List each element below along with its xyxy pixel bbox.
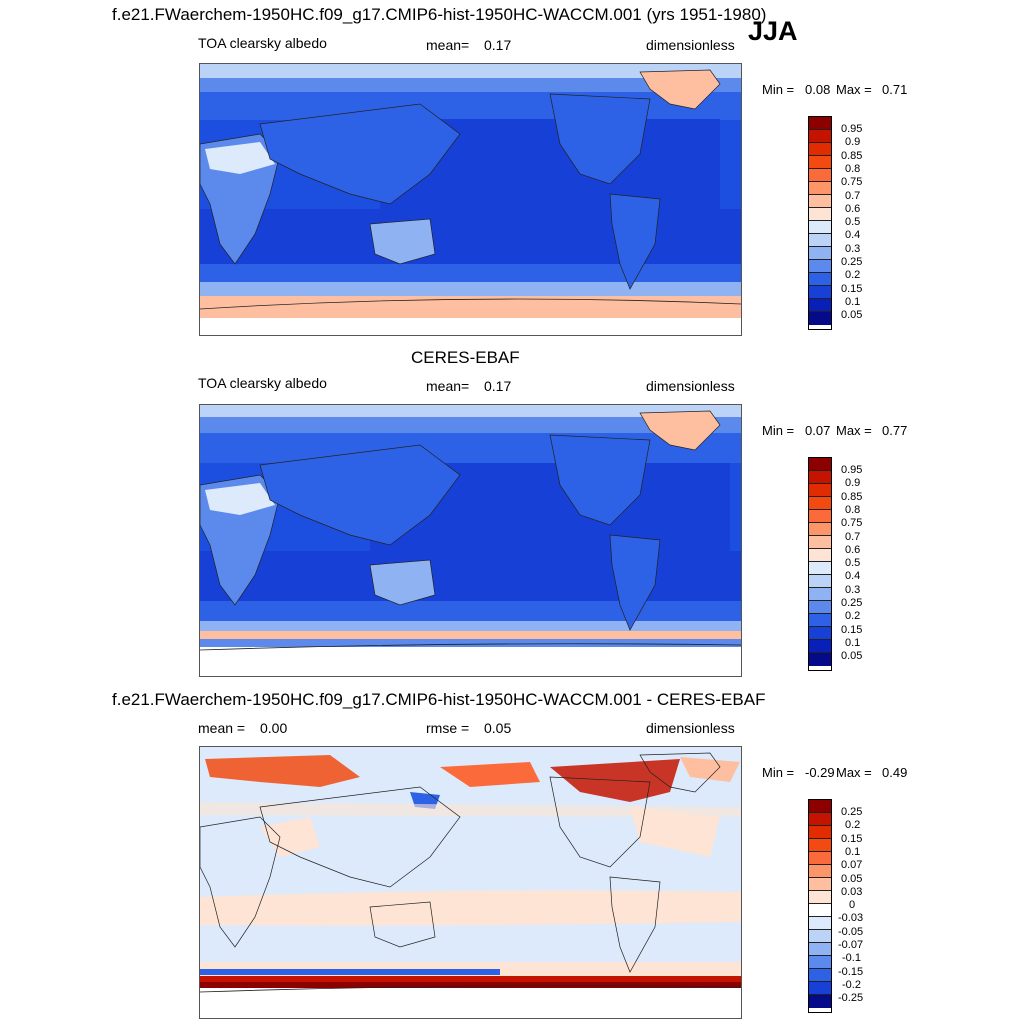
panel2-mean-value: 0.17 [484,378,512,394]
panel1-cbar-label: 0.5 [845,216,861,228]
panel2-cbar-label: 0.05 [841,650,863,662]
panel1-cbar-label: 0.1 [845,296,861,308]
panel1-cbar-label: 0.75 [841,176,863,188]
panel2-cbar-label: 0.25 [841,597,863,609]
panel3-cbar-label: -0.05 [838,926,864,938]
panel1-cbar-label: 0.05 [841,309,863,321]
panel3-cbar-label: -0.15 [838,966,864,978]
panel3-cbar-label: -0.1 [842,952,861,964]
panel3-map [199,746,742,1019]
panel2-mean-label: mean= [426,378,470,394]
panel2-max-value: 0.77 [882,423,908,438]
panel2-max-label: Max = [836,423,872,438]
panel1-cbar-label: 0.7 [845,190,861,202]
panel3-cbar-label: 0.15 [841,833,863,845]
panel2-cbar-label: 0.5 [845,557,861,569]
panel2-cbar-label: 0.3 [845,584,861,596]
panel2-cbar-label: 0.1 [845,637,861,649]
panel2-cbar-label: 0.4 [845,570,861,582]
panel2-title: CERES-EBAF [411,348,520,367]
season-label: JJA [748,16,798,46]
panel3-cbar-label: -0.07 [838,939,864,951]
panel2-variable: TOA clearsky albedo [198,375,327,391]
panel2-min-value: 0.07 [805,423,831,438]
panel1-mean-value: 0.17 [484,37,512,53]
panel1-mean-label: mean= [426,37,470,53]
panel3-min-label: Min = [762,765,795,780]
panel3-mean-label: mean = [198,720,246,736]
panel2-cbar-label: 0.95 [841,464,863,476]
panel1-cbar-label: 0.15 [841,283,863,295]
panel1-colorbar [808,116,832,330]
panel2-units: dimensionless [646,378,735,394]
panel1-variable: TOA clearsky albedo [198,35,327,51]
panel3-max-label: Max = [836,765,872,780]
panel3-colorbar [808,799,832,1013]
panel3-min-value: -0.29 [805,765,835,780]
panel2-cbar-label: 0.15 [841,624,863,636]
panel3-rmse-value: 0.05 [484,720,512,736]
panel2-cbar-label: 0.2 [845,610,861,622]
panel1-cbar-label: 0.8 [845,163,861,175]
panel1-min-label: Min = [762,82,795,97]
case-title: f.e21.FWaerchem-1950HC.f09_g17.CMIP6-his… [112,5,767,24]
panel2-cbar-label: 0.7 [845,531,861,543]
panel3-mean-value: 0.00 [260,720,288,736]
panel1-cbar-label: 0.2 [845,269,861,281]
panel3-units: dimensionless [646,720,735,736]
panel2-map [199,404,742,677]
panel2-colorbar [808,457,832,671]
panel1-max-value: 0.71 [882,82,908,97]
panel3-rmse-label: rmse = [426,720,470,736]
panel1-cbar-label: 0.95 [841,123,863,135]
panel1-cbar-label: 0.6 [845,203,861,215]
panel3-cbar-label: 0 [849,899,856,911]
panel3-cbar-label: 0.25 [841,806,863,818]
panel3-cbar-label: 0.1 [845,846,861,858]
panel1-units: dimensionless [646,37,735,53]
panel2-cbar-label: 0.9 [845,477,861,489]
panel1-map [199,63,742,336]
panel1-cbar-label: 0.85 [841,150,863,162]
panel3-cbar-label: 0.07 [841,859,863,871]
panel1-cbar-label: 0.4 [845,229,861,241]
panel3-cbar-label: 0.03 [841,886,863,898]
panel3-cbar-label: -0.03 [838,912,864,924]
panel2-cbar-label: 0.85 [841,491,863,503]
panel3-max-value: 0.49 [882,765,908,780]
panel2-min-label: Min = [762,423,795,438]
panel1-max-label: Max = [836,82,872,97]
panel1-cbar-label: 0.25 [841,256,863,268]
panel3-cbar-label: -0.25 [838,992,864,1004]
panel3-cbar-label: 0.05 [841,873,863,885]
panel1-min-value: 0.08 [805,82,831,97]
panel2-cbar-label: 0.8 [845,504,861,516]
panel1-cbar-label: 0.9 [845,136,861,148]
panel3-cbar-label: -0.2 [842,979,861,991]
panel3-cbar-label: 0.2 [845,819,861,831]
panel2-cbar-label: 0.6 [845,544,861,556]
panel1-cbar-label: 0.3 [845,243,861,255]
panel2-cbar-label: 0.75 [841,517,863,529]
panel3-title: f.e21.FWaerchem-1950HC.f09_g17.CMIP6-his… [112,690,766,709]
